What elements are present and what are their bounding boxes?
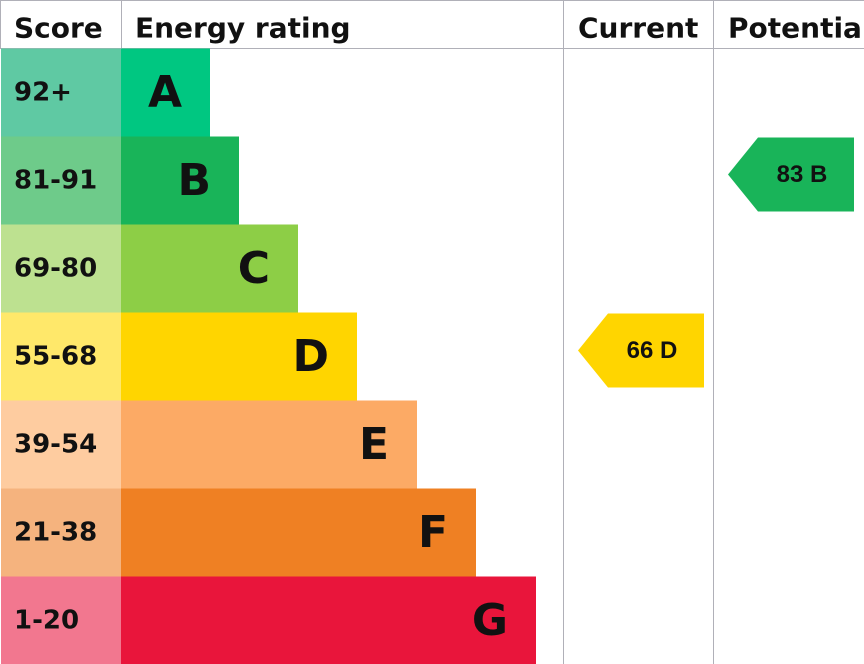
score-cell	[1, 400, 121, 489]
band-bar	[121, 48, 210, 137]
band-bar	[121, 576, 536, 664]
band-bar	[121, 400, 417, 489]
score-cell	[1, 224, 121, 313]
potential-arrow	[728, 137, 854, 212]
score-header: Score	[14, 12, 103, 45]
band-letter: E	[359, 419, 389, 470]
score-cell	[1, 136, 121, 225]
band-letter: C	[238, 243, 270, 294]
potential-header: Potential	[728, 12, 864, 45]
score-cell	[1, 488, 121, 577]
score-cell	[1, 312, 121, 401]
band-bar	[121, 136, 239, 225]
band-letter: D	[292, 331, 329, 382]
score-range: 55-68	[14, 342, 97, 372]
current-label: 66 D	[627, 337, 678, 364]
score-range: 1-20	[14, 606, 79, 636]
band-bar	[121, 224, 298, 313]
potential-label: 83 B	[777, 161, 828, 188]
band-bar	[121, 488, 476, 577]
band-letter: F	[418, 507, 448, 558]
band-letter: B	[177, 155, 211, 206]
score-range: 69-80	[14, 254, 97, 284]
current-arrow	[578, 313, 704, 388]
score-cell	[1, 48, 121, 137]
band-letter: A	[148, 67, 182, 118]
band-bar	[121, 312, 357, 401]
score-range: 21-38	[14, 518, 97, 548]
score-range: 39-54	[14, 430, 97, 460]
current-header: Current	[578, 12, 698, 45]
score-range: 81-91	[14, 166, 97, 196]
rating-header: Energy rating	[135, 12, 351, 45]
band-letter: G	[472, 595, 508, 646]
score-range: 92+	[14, 78, 72, 108]
score-cell	[1, 576, 121, 664]
